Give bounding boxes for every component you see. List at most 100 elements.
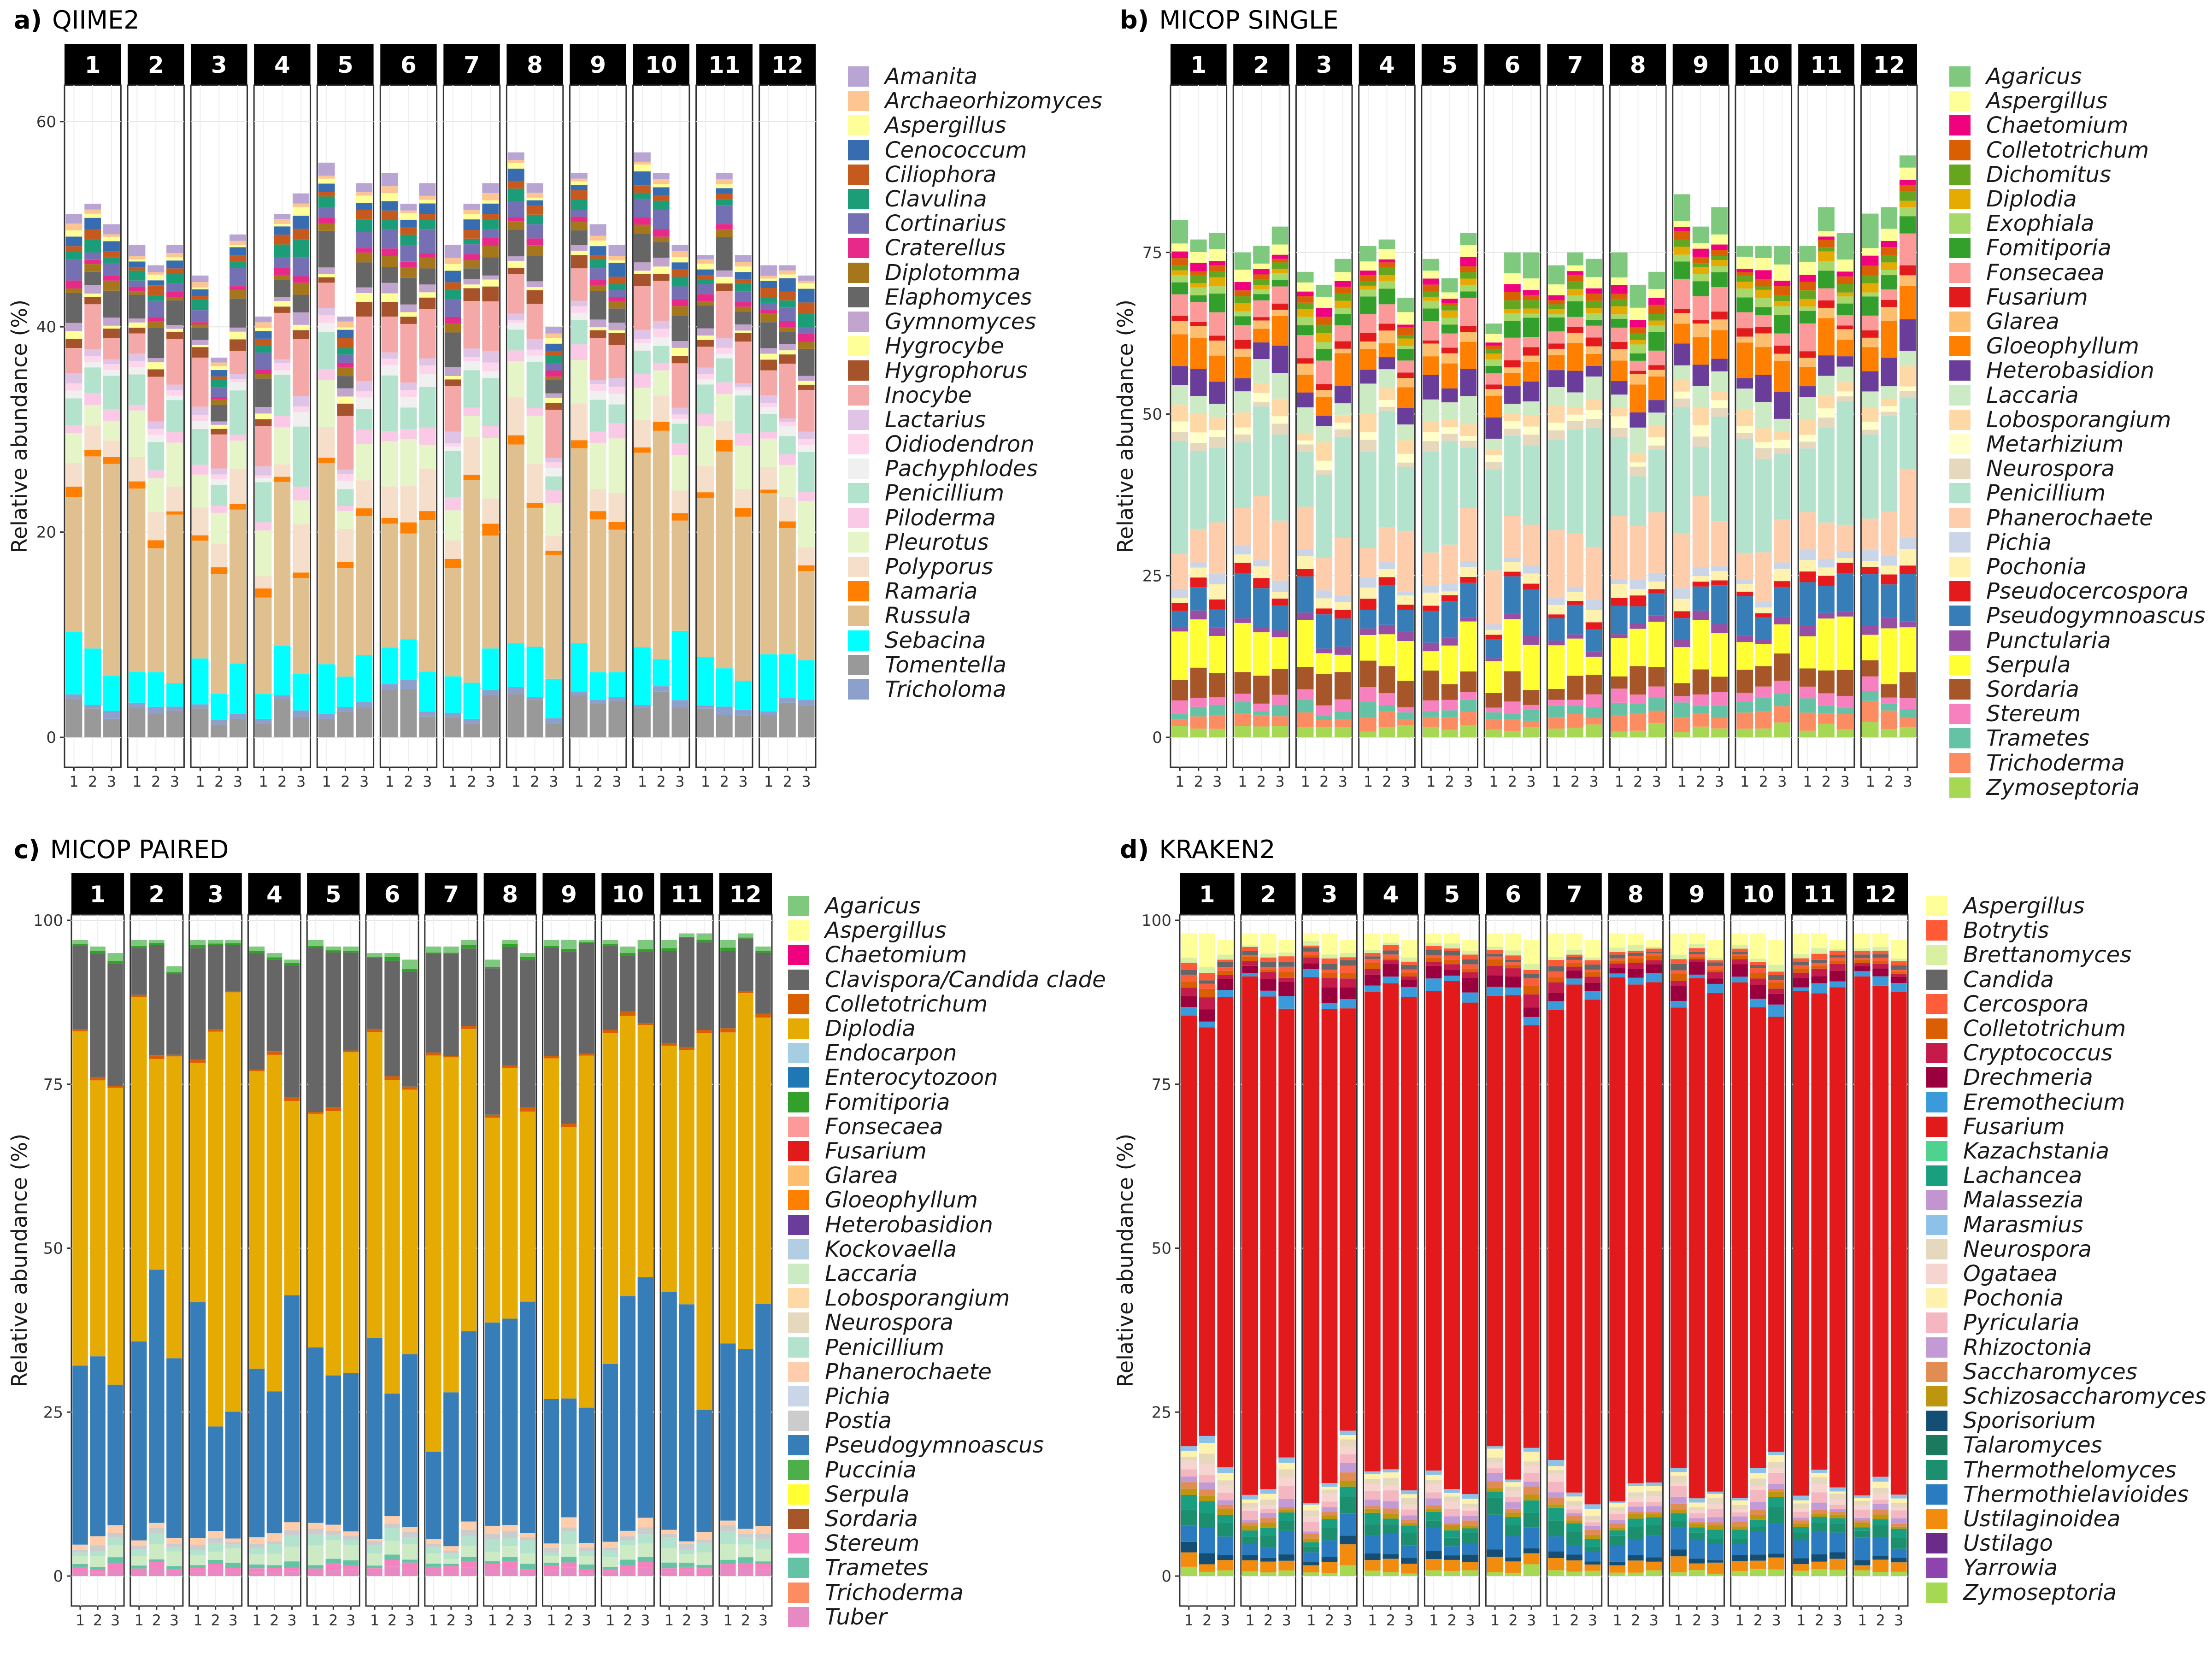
bar-segment (1487, 947, 1503, 950)
bar-segment (716, 382, 733, 394)
bar-segment (671, 513, 688, 521)
bar-segment (1774, 361, 1791, 392)
bar-segment (1630, 713, 1647, 731)
bar-segment (634, 339, 651, 343)
bar-segment (1627, 963, 1644, 969)
bar-segment (1872, 933, 1889, 947)
bar-segment (1872, 1556, 1889, 1560)
bar-segment (192, 322, 209, 324)
bar-segment (1360, 313, 1377, 333)
bar-segment (1260, 962, 1277, 967)
x-tick-label: 3 (107, 773, 116, 790)
bar-segment (589, 246, 606, 255)
bar-segment (1260, 1489, 1277, 1494)
bar-segment (1360, 275, 1377, 282)
bar-segment (65, 246, 82, 251)
facet-strip (633, 44, 689, 85)
bar-segment (1171, 270, 1188, 275)
legend-label: Pleurotus (885, 529, 989, 555)
bar-segment (1360, 577, 1377, 588)
bar-segment (526, 214, 543, 224)
bar-segment (1297, 556, 1314, 569)
bar-segment (1523, 635, 1540, 645)
legend-label: Tuber (825, 1604, 887, 1630)
bar-segment (545, 468, 562, 477)
facet-12: 121 2 3 (718, 873, 773, 1629)
bar-segment (634, 171, 651, 186)
facet-strip-label: 5 (1444, 881, 1460, 908)
y-tick-label: 75 (1142, 244, 1162, 262)
bar-segment (1862, 283, 1879, 293)
bar-segment (634, 218, 651, 225)
bar-segment (526, 197, 543, 200)
bar-segment (1397, 681, 1414, 707)
bar-segment (716, 421, 733, 440)
bar-segment (266, 1051, 282, 1055)
bar-segment (1303, 1538, 1319, 1542)
bar-segment (1736, 693, 1753, 702)
x-tick-label: 3 (1652, 773, 1661, 790)
bar-segment (1774, 693, 1791, 706)
bar-segment (1260, 1505, 1277, 1509)
bar-segment (1627, 945, 1644, 951)
facet-strip-label: 9 (590, 52, 606, 78)
bar-segment (107, 1088, 123, 1385)
bar-segment (274, 477, 291, 482)
bar-segment (1260, 957, 1277, 962)
bar-segment (653, 395, 670, 422)
bar-segment (84, 264, 101, 272)
legend-label: Fomitiporia (825, 1089, 950, 1115)
legend-swatch (1926, 1533, 1947, 1554)
bar-segment (1209, 355, 1226, 382)
bar-segment (1271, 520, 1288, 581)
bar-segment (571, 230, 588, 245)
bar-segment (1585, 300, 1602, 308)
bar-segment (1818, 261, 1835, 271)
bar-segment (1190, 577, 1207, 588)
bar-segment (1271, 606, 1288, 630)
bar-segment (1360, 370, 1377, 384)
bar-segment (443, 1571, 459, 1576)
bar-segment (400, 324, 417, 383)
bar-segment (107, 1557, 123, 1563)
bar-segment (697, 335, 714, 340)
x-tick-label: 2 (1884, 773, 1894, 790)
bar-segment (1671, 1472, 1687, 1476)
bar-segment (571, 306, 588, 313)
bar-segment (1630, 371, 1647, 374)
bar-segment (1732, 933, 1748, 945)
bar-segment (1378, 634, 1395, 666)
x-tick-label: 3 (486, 773, 495, 790)
bar-segment (211, 429, 228, 435)
bar-segment (608, 404, 625, 423)
bar-segment (1441, 402, 1458, 420)
bar-segment (367, 1541, 382, 1545)
bar-segment (1799, 306, 1816, 312)
bar-segment (1487, 1473, 1503, 1482)
bar-segment (1397, 453, 1414, 463)
legend-label: Colletotrichum (1986, 137, 2149, 163)
bar-segment (1297, 576, 1314, 613)
bar-segment (1774, 569, 1791, 582)
bar-segment (1485, 353, 1502, 360)
bar-segment (1899, 627, 1916, 672)
bar-segment (400, 533, 417, 640)
bar-segment (1378, 357, 1395, 370)
bar-segment (653, 691, 670, 737)
bar-segment (1504, 386, 1521, 404)
legend-label: Metarhizium (1986, 431, 2124, 457)
bar-segment (798, 376, 815, 381)
bar-segment (1397, 719, 1414, 725)
bar-segment (526, 287, 543, 290)
bar-segment (419, 183, 436, 196)
bar-segment (1750, 1560, 1766, 1569)
bar-segment (1646, 1496, 1662, 1502)
bar-segment (1829, 1491, 1846, 1494)
bar-segment (1181, 1495, 1197, 1510)
bar-segment (1364, 953, 1381, 957)
bar-segment (381, 647, 398, 684)
facet-strip (1296, 44, 1353, 85)
bar-segment (720, 1343, 736, 1521)
bar-segment (318, 714, 335, 719)
bar-segment (735, 291, 752, 302)
